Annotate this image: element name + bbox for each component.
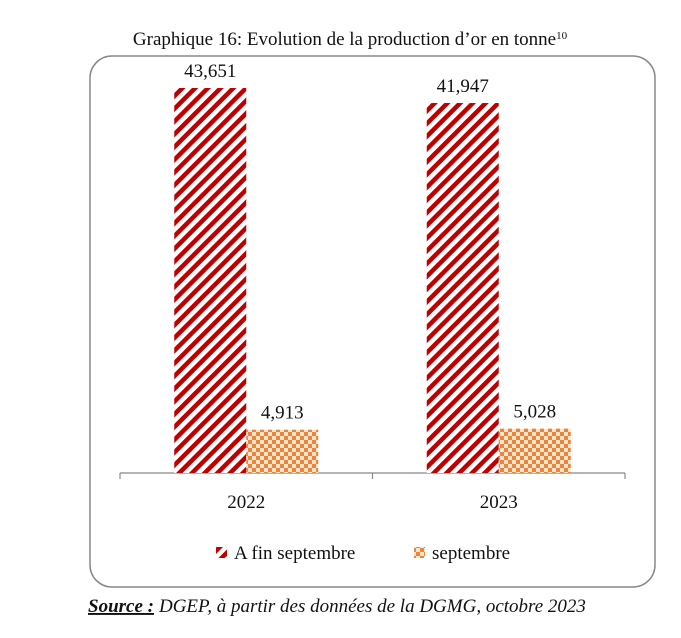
data-label: 5,028	[513, 402, 556, 423]
source: Source : DGEP, à partir des données de la…	[88, 596, 586, 617]
title-footnote: 10	[556, 30, 568, 42]
data-label: 41,947	[437, 76, 489, 97]
source-text: DGEP, à partir des données de la DGMG, o…	[158, 596, 586, 617]
bar	[426, 103, 499, 473]
data-label: 43,651	[184, 61, 236, 82]
bar	[174, 87, 247, 474]
x-tick-label: 2023	[480, 492, 518, 513]
legend-swatch	[414, 547, 425, 558]
x-tick-label: 2022	[227, 492, 265, 513]
bar	[498, 428, 571, 473]
legend-swatch	[216, 547, 227, 558]
data-label: 4,913	[261, 403, 304, 424]
legend-label: septembre	[432, 543, 510, 564]
title-text: Graphique 16: Evolution de la production…	[133, 29, 556, 50]
source-label: Source :	[88, 596, 154, 617]
bar	[246, 429, 319, 473]
chart-title: Graphique 16: Evolution de la production…	[133, 29, 568, 50]
chart-frame	[89, 55, 656, 588]
legend-label: A fin septembre	[234, 543, 355, 564]
